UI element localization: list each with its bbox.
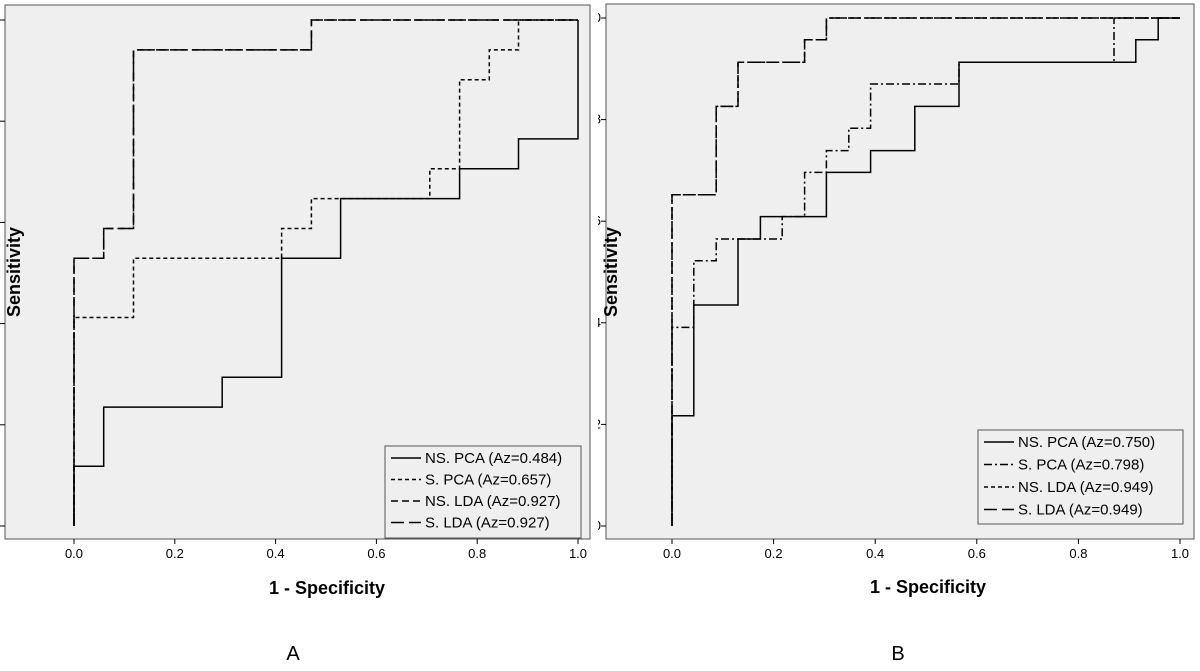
chart-a-series-1 — [73, 20, 579, 526]
chart-b-y-tick-label: 0.0 — [598, 518, 601, 533]
chart-a-legend-label-3: NS. LDA (Az=0.927) — [425, 493, 560, 510]
chart-a-x-tick-label: 0.0 — [65, 546, 83, 561]
chart-b-panel-label: B — [891, 643, 904, 665]
chart-a-x-tick-label: 0.8 — [468, 546, 486, 561]
chart-b-x-axis-title: 1 - Specificity — [870, 577, 986, 597]
chart-b-series-4 — [671, 17, 1180, 526]
chart-a-x-tick-label: 0.4 — [267, 546, 285, 561]
chart-a-x-axis-title: 1 - Specificity — [269, 578, 385, 598]
chart-a-x-tick-label: 0.2 — [166, 546, 184, 561]
chart-b-x-tick-label: 0.4 — [866, 546, 884, 561]
chart-b-legend-label-1: NS. PCA (Az=0.750) — [1018, 434, 1155, 451]
chart-b-y-tick-label: 0.6 — [598, 213, 601, 228]
chart-b-legend — [977, 429, 1184, 525]
roc-chart-a: 0.00.20.40.60.81.00.00.20.40.60.81.0NS. … — [0, 0, 600, 666]
chart-b-x-tick-label: 1.0 — [1171, 546, 1189, 561]
roc-chart-b-svg: 0.00.20.40.60.81.00.00.20.40.60.81.0NS. … — [583, 3, 1195, 665]
chart-a-panel-label: A — [286, 643, 300, 665]
roc-chart-a-svg: 0.00.20.40.60.81.00.00.20.40.60.81.0NS. … — [0, 4, 591, 665]
chart-a-series-4 — [73, 19, 578, 526]
chart-a-x-tick-label: 1.0 — [569, 546, 587, 561]
chart-b-series-1 — [671, 17, 1180, 526]
chart-b-legend-label-2: S. PCA (Az=0.798) — [1018, 457, 1144, 474]
chart-a-x-tick-label: 0.6 — [367, 546, 385, 561]
chart-b-y-tick-label: 0.2 — [598, 416, 601, 431]
chart-b-x-tick-label: 0.6 — [968, 546, 986, 561]
chart-b-x-tick-label: 0.2 — [765, 546, 783, 561]
chart-a-legend-label-4: S. LDA (Az=0.927) — [425, 515, 550, 532]
chart-b-y-tick-label: 0.8 — [598, 112, 601, 127]
chart-b-series-2 — [671, 17, 1180, 526]
chart-b-x-tick-label: 0.8 — [1069, 546, 1087, 561]
chart-b-x-tick-label: 0.0 — [663, 546, 681, 561]
chart-a-legend-label-1: NS. PCA (Az=0.484) — [425, 450, 562, 467]
chart-b-y-tick-label: 1.0 — [598, 10, 601, 25]
chart-a-legend-label-2: S. PCA (Az=0.657) — [425, 472, 551, 489]
roc-chart-b: 0.00.20.40.60.81.00.00.20.40.60.81.0NS. … — [583, 0, 1200, 666]
chart-b-y-axis-title: Sensitivity — [601, 227, 621, 317]
chart-b-legend-label-3: NS. LDA (Az=0.949) — [1018, 479, 1153, 496]
chart-a-y-axis-title: Sensitivity — [4, 227, 24, 317]
chart-b-legend-label-4: S. LDA (Az=0.949) — [1018, 502, 1143, 519]
